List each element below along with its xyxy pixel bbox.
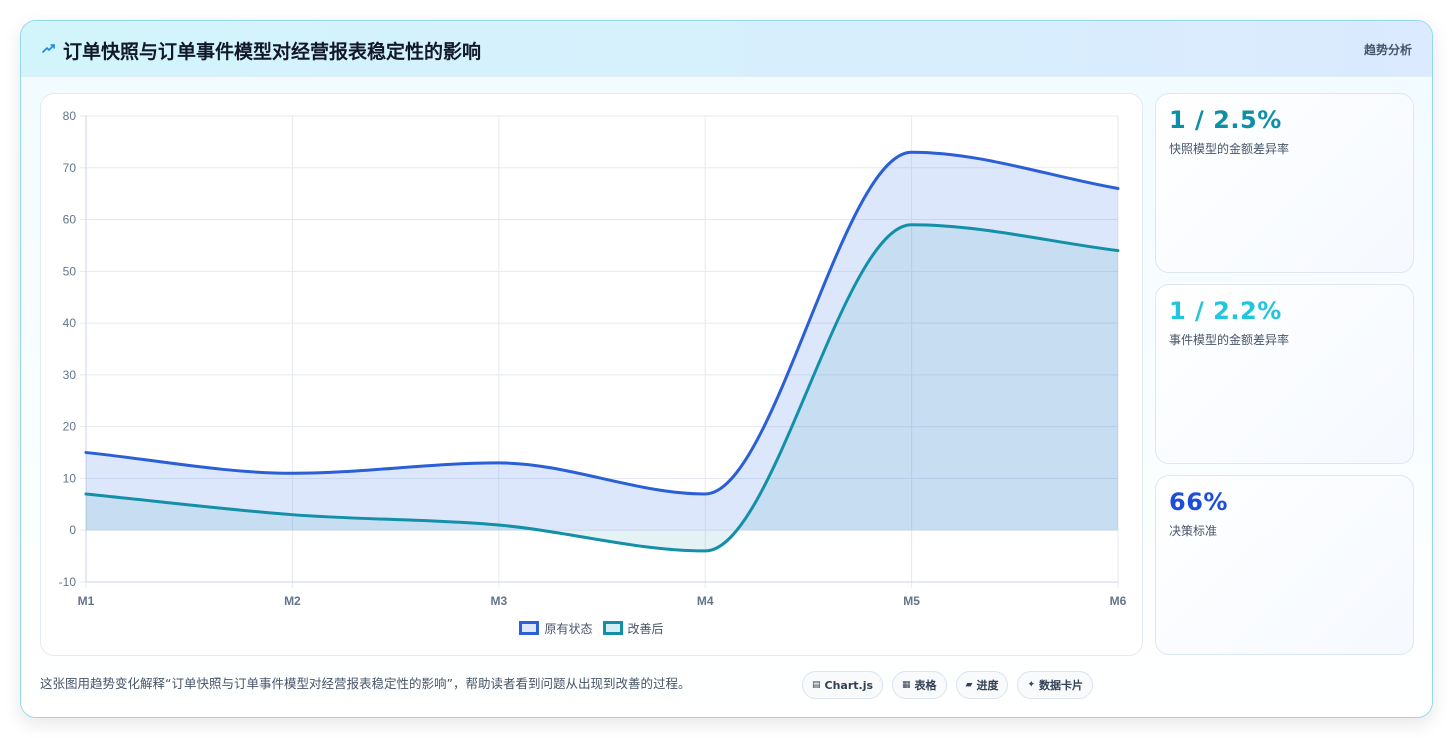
- tech-chips: ▤ Chart.js ▦ 表格 ▰ 进度 ✦ 数据卡片: [802, 671, 1094, 699]
- legend-label-original: 原有状态: [544, 621, 593, 636]
- chip-progress[interactable]: ▰ 进度: [955, 671, 1009, 699]
- y-tick-label: 50: [63, 264, 77, 278]
- legend-label-improved: 改善后: [627, 621, 664, 636]
- series-line-original: [84, 150, 1120, 496]
- stat-card-event: 1 / 2.2% 事件模型的金额差异率: [1155, 284, 1414, 464]
- chart-panel: -10 0 10 20 30 40 50 60 70 80 M1 M2 M3 M4 M5 M6 原有状态 改善…: [40, 93, 1143, 656]
- legend-swatch-improved: [602, 621, 623, 635]
- page-title: 订单快照与订单事件模型对经营报表稳定性的影响: [63, 41, 482, 63]
- x-tick-label: M2: [284, 594, 301, 608]
- chip-data-card[interactable]: ✦ 数据卡片: [1017, 671, 1094, 699]
- y-tick-label: 0: [69, 523, 76, 537]
- y-tick-label: 40: [63, 316, 77, 330]
- y-tick-label: 80: [63, 109, 77, 123]
- chip-table[interactable]: ▦ 表格: [892, 671, 947, 699]
- x-tick-label: M4: [697, 594, 714, 608]
- chip-label: Chart.js: [824, 678, 874, 692]
- legend-item-original[interactable]: 原有状态: [519, 619, 593, 637]
- stat-label-event: 事件模型的金额差异率: [1169, 333, 1290, 347]
- chip-label: 进度: [976, 679, 999, 692]
- chart-icon: ▤: [812, 680, 821, 690]
- y-tick-label: -10: [59, 575, 77, 589]
- table-icon: ▦: [902, 680, 911, 690]
- y-tick-label: 60: [63, 213, 77, 227]
- series-line-improved: [84, 223, 1120, 553]
- chip-label: 表格: [914, 679, 937, 692]
- chart-description: 这张图用趋势变化解释“订单快照与订单事件模型对经营报表稳定性的影响”，帮助读者看…: [40, 676, 691, 691]
- y-tick-label: 20: [63, 420, 77, 434]
- card-header: 订单快照与订单事件模型对经营报表稳定性的影响 趋势分析: [21, 21, 1432, 77]
- stat-card-snapshot: 1 / 2.5% 快照模型的金额差异率: [1155, 93, 1414, 273]
- series-area-improved: [86, 224, 1118, 551]
- sparkle-icon: ✦: [1027, 680, 1036, 690]
- series-area-original: [86, 152, 1118, 531]
- legend-item-improved[interactable]: 改善后: [602, 619, 664, 637]
- legend-swatch-original: [519, 621, 540, 635]
- y-tick-label: 70: [63, 161, 77, 175]
- x-tick-label: M1: [78, 594, 95, 608]
- chip-chartjs[interactable]: ▤ Chart.js: [802, 671, 884, 699]
- stat-value-snapshot: 1 / 2.5%: [1169, 106, 1282, 134]
- stat-card-decision: 66% 决策标准: [1155, 475, 1414, 655]
- stat-value-event: 1 / 2.2%: [1169, 297, 1282, 325]
- stat-label-snapshot: 快照模型的金额差异率: [1169, 142, 1290, 156]
- chip-label: 数据卡片: [1039, 679, 1084, 692]
- line-chart: -10 0 10 20 30 40 50 60 70 80 M1 M2 M3 M4 M5 M6: [59, 109, 1127, 608]
- y-tick-label: 30: [63, 368, 77, 382]
- y-tick-label: 10: [63, 471, 77, 485]
- analysis-type-tag: 趋势分析: [1363, 43, 1412, 57]
- chart-legend: 原有状态 改善后: [41, 619, 1142, 637]
- x-tick-label: M6: [1110, 594, 1127, 608]
- trend-icon: [42, 44, 55, 53]
- stat-label-decision: 决策标准: [1169, 524, 1218, 538]
- stat-value-decision: 66%: [1169, 488, 1228, 516]
- x-tick-label: M5: [903, 594, 920, 608]
- x-tick-label: M3: [490, 594, 507, 608]
- report-card: 订单快照与订单事件模型对经营报表稳定性的影响 趋势分析 -10 0 10 20 30 40…: [20, 20, 1433, 718]
- progress-icon: ▰: [965, 680, 973, 690]
